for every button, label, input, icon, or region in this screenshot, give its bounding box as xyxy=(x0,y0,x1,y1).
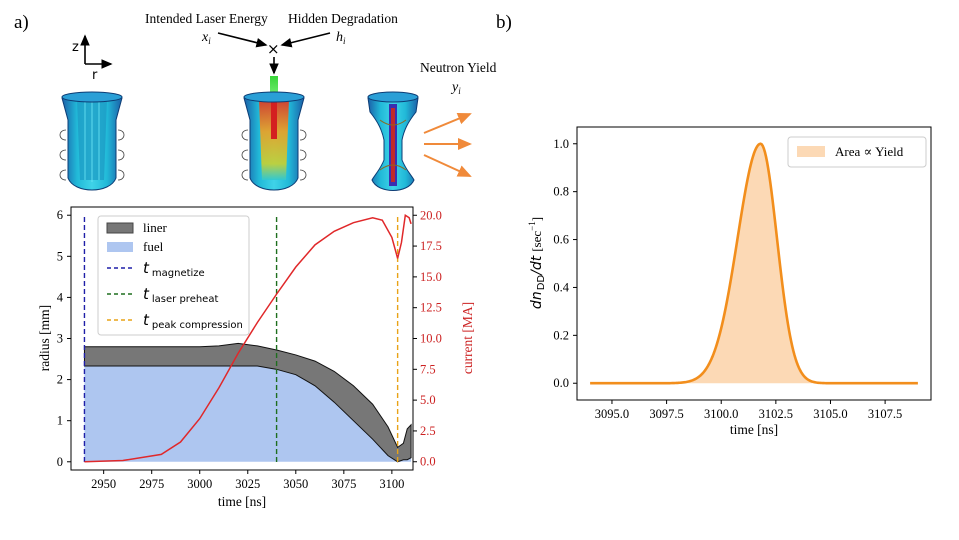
intended-laser-energy-label: Intended Laser Energy xyxy=(145,11,268,26)
legend-swatch-area-yield xyxy=(797,146,825,157)
chart-a-ytick2-label: 0.0 xyxy=(420,455,436,469)
chart-a-xtick-label: 3000 xyxy=(187,477,212,491)
chart-b-ytick-label: 0.6 xyxy=(553,233,569,247)
axis-z-label: z xyxy=(72,40,79,55)
target-image-initial xyxy=(59,91,125,191)
schematic: z r Intended Laser Energy xi Hidden Degr… xyxy=(59,11,497,191)
chart-a-xtick-label: 2950 xyxy=(91,477,116,491)
hidden-symbol: hi xyxy=(336,30,346,46)
current-line xyxy=(84,213,412,463)
chart-b-ytick-label: 0.0 xyxy=(553,376,569,390)
chart-a-ytick-label: 1 xyxy=(57,414,63,428)
chart-a-ytick-label: 2 xyxy=(57,373,63,387)
neutron-yield-label: Neutron Yield xyxy=(420,60,497,75)
chart-a-ylabel: radius [mm] xyxy=(37,305,52,371)
chart-a-legend: liner fuel t magnetize t laser preheat t pe… xyxy=(97,215,250,336)
yield-area xyxy=(590,143,918,384)
chart-b-ylabel: dnDD/dt[sec−1] xyxy=(527,217,547,309)
legend-label-area-yield: Area ∝ Yield xyxy=(835,144,904,159)
chart-b-legend: Area ∝ Yield xyxy=(787,136,927,168)
chart-b-xtick-label: 3107.5 xyxy=(868,407,902,421)
chart-b-xlabel: time [ns] xyxy=(730,422,778,437)
chart-a-ytick2-label: 20.0 xyxy=(420,208,442,222)
chart-a-ytick-label: 3 xyxy=(57,332,63,346)
legend-label-fuel: fuel xyxy=(143,239,164,254)
chart-b-xtick-label: 3105.0 xyxy=(813,407,847,421)
chart-b-frame xyxy=(576,126,932,401)
chart-a-ytick2-label: 10.0 xyxy=(420,332,442,346)
liner-band xyxy=(83,342,412,463)
chart-radius-current: 2950 2975 3000 3025 3050 3075 3100 0 1 2 3 4 5 6 0.0 2.… xyxy=(57,206,442,491)
chart-a-xlabel: time [ns] xyxy=(218,494,266,509)
panel-label-a: a) xyxy=(14,12,29,33)
chart-a-ytick2-label: 12.5 xyxy=(420,301,442,315)
chart-b-ytick-label: 0.4 xyxy=(553,280,569,294)
chart-b-xtick-label: 3100.0 xyxy=(704,407,738,421)
chart-a-xtick-label: 3050 xyxy=(283,477,308,491)
chart-a-ytick2-label: 5.0 xyxy=(420,393,436,407)
legend-label-peak-compression: t peak compression xyxy=(143,311,243,331)
chart-a-ytick-label: 0 xyxy=(57,455,63,469)
intended-symbol: xi xyxy=(201,30,211,46)
target-image-compressed xyxy=(367,91,419,191)
chart-b-xtick-label: 3097.5 xyxy=(649,407,683,421)
legend-swatch-liner xyxy=(106,222,134,234)
chart-a-ytick2-label: 7.5 xyxy=(420,362,436,376)
neutron-rate-line xyxy=(590,142,918,385)
chart-a-xtick-label: 3075 xyxy=(331,477,356,491)
chart-neutron-rate: 3095.0 3097.5 3100.0 3102.5 3105.0 3107.5 0.0 0… xyxy=(553,126,932,421)
panel-label-b: b) xyxy=(496,12,512,33)
chart-a-ytick-label: 4 xyxy=(57,290,64,304)
hidden-degradation-label: Hidden Degradation xyxy=(288,11,398,26)
target-image-preheat xyxy=(241,76,307,191)
chart-b-ytick-label: 0.8 xyxy=(553,185,569,199)
chart-b-xtick-label: 3102.5 xyxy=(759,407,793,421)
chart-b-xtick-label: 3095.0 xyxy=(595,407,629,421)
legend-label-liner: liner xyxy=(143,220,167,235)
legend-swatch-fuel xyxy=(107,242,133,252)
chart-b-ytick-label: 1.0 xyxy=(553,137,569,151)
chart-a-ytick2-label: 2.5 xyxy=(420,424,436,438)
chart-a-xtick-label: 3025 xyxy=(235,477,260,491)
axis-r-label: r xyxy=(92,68,98,83)
chart-a-ytick-label: 6 xyxy=(57,208,63,222)
yield-symbol: yi xyxy=(450,80,461,96)
chart-a-ylabel2: current [MA] xyxy=(460,302,475,374)
fuel-area xyxy=(84,366,412,462)
chart-b-ytick-label: 0.2 xyxy=(553,328,569,342)
chart-a-xtick-label: 2975 xyxy=(139,477,164,491)
chart-a-ytick-label: 5 xyxy=(57,249,63,263)
chart-a-ytick2-label: 17.5 xyxy=(420,239,442,253)
legend-label-magnetize: t magnetize xyxy=(143,259,205,279)
chart-a-xtick-label: 3100 xyxy=(379,477,404,491)
legend-label-laser-preheat: t laser preheat xyxy=(143,285,218,305)
combine-symbol: × xyxy=(267,40,280,58)
chart-a-ytick2-label: 15.0 xyxy=(420,270,442,284)
